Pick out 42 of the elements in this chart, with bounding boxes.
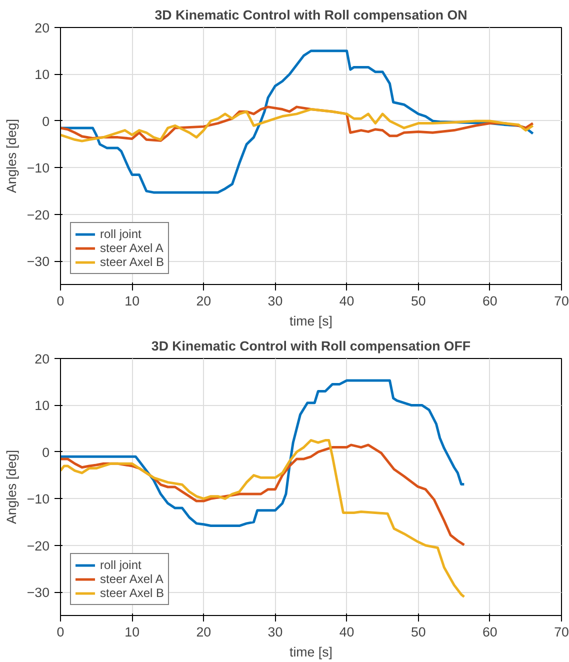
line-series — [60, 439, 466, 598]
x-tick-label: 60 — [482, 624, 498, 640]
y-axis-title: Angles [deg] — [4, 118, 19, 194]
x-tick-label: 70 — [554, 624, 569, 640]
x-tick-label: 40 — [339, 294, 354, 308]
x-tick-label: 40 — [339, 624, 354, 640]
legend-label: steer Axel B — [100, 255, 164, 269]
y-tick-label: 20 — [34, 20, 50, 36]
x-axis-title: time [s] — [290, 314, 332, 328]
legend-label: steer Axel A — [100, 241, 164, 255]
legend-label: steer Axel B — [100, 586, 164, 600]
x-tick-label: 0 — [56, 624, 64, 640]
x-tick-label: 50 — [410, 624, 426, 640]
y-axis-title: Angles [deg] — [4, 450, 19, 524]
x-tick-label: 60 — [482, 294, 498, 308]
legend-label: roll joint — [100, 558, 142, 572]
y-tick-label: −20 — [26, 538, 50, 554]
x-tick-label: 20 — [196, 294, 212, 308]
chart-title: 3D Kinematic Control with Roll compensation OFF — [151, 338, 471, 354]
y-tick-label: −20 — [26, 207, 50, 222]
y-tick-label: 0 — [42, 114, 50, 129]
x-tick-label: 30 — [268, 294, 283, 308]
x-tick-label: 10 — [124, 294, 140, 308]
y-tick-label: −10 — [26, 160, 50, 176]
x-tick-label: 50 — [410, 294, 426, 308]
y-tick-label: 10 — [34, 398, 50, 414]
x-axis-title: time [s] — [290, 644, 332, 660]
x-tick-label: 10 — [124, 624, 140, 640]
x-tick-label: 20 — [196, 624, 212, 640]
line-series — [60, 379, 466, 528]
x-tick-label: 30 — [268, 624, 283, 640]
y-tick-label: 10 — [34, 67, 50, 82]
y-tick-label: 0 — [42, 444, 50, 460]
y-tick-label: −30 — [26, 254, 50, 270]
chart-title: 3D Kinematic Control with Roll compensation ON — [154, 8, 468, 22]
y-tick-label: 20 — [34, 352, 50, 366]
legend-label: roll joint — [100, 227, 142, 241]
x-tick-label: 70 — [554, 294, 569, 308]
y-tick-label: −30 — [26, 585, 50, 600]
x-tick-label: 0 — [56, 294, 64, 308]
legend-label: steer Axel A — [100, 572, 164, 586]
y-tick-label: −10 — [26, 492, 50, 507]
